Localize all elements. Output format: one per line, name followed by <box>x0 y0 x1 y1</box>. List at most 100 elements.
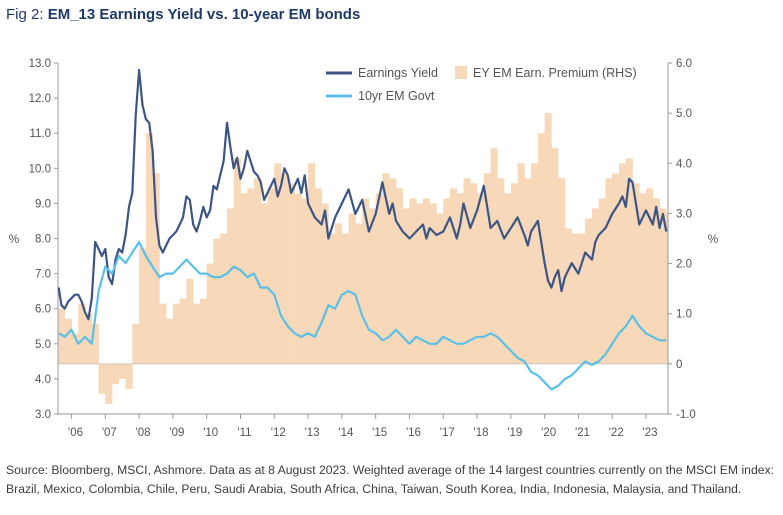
x-tick-label: '19 <box>507 427 522 439</box>
y-left-tick-label: 4.0 <box>35 374 51 386</box>
premium-bar <box>287 183 295 364</box>
premium-bar <box>368 208 376 364</box>
x-tick-label: '21 <box>575 427 590 439</box>
premium-bar <box>652 198 660 364</box>
premium-bar <box>321 203 329 364</box>
premium-bar <box>585 218 593 364</box>
premium-bar <box>341 233 349 364</box>
chart: 3.0 4.0 5.0 6.0 7.0 8.0 9.0 10.0 11.0 12.0 13.0 -1.… <box>9 58 719 439</box>
premium-bar <box>301 198 309 364</box>
premium-bar <box>64 318 72 364</box>
premium-bar <box>213 238 221 364</box>
premium-bar <box>625 158 633 364</box>
premium-bar <box>591 208 600 364</box>
y-right-tick-label: 2.0 <box>676 259 692 271</box>
y-right-tick-label: 1.0 <box>676 309 692 321</box>
premium-bar <box>274 163 282 364</box>
premium-bar <box>544 113 552 364</box>
premium-bar <box>112 363 120 384</box>
premium-bar <box>443 198 451 364</box>
source-note: Source: Bloomberg, MSCI, Ashmore. Data a… <box>6 463 774 496</box>
legend: Earnings Yield EY EM Earn. Premium (RHS)… <box>326 66 637 103</box>
premium-bar <box>308 163 316 364</box>
x-tick-label: '08 <box>136 427 151 439</box>
premium-bar <box>564 228 572 364</box>
x-tick-label: '22 <box>609 427 624 439</box>
premium-bar <box>659 208 667 364</box>
legend-govt-label: 10yr EM Govt <box>358 89 435 103</box>
premium-bar <box>240 193 248 364</box>
y-left-tick-label: 12.0 <box>29 93 51 105</box>
premium-bar <box>335 223 343 364</box>
y-axis-label-left: % <box>9 232 20 246</box>
x-tick-label: '20 <box>541 427 556 439</box>
x-tick-label: '17 <box>440 427 455 439</box>
premium-bar <box>193 303 201 364</box>
premium-bar <box>199 298 207 364</box>
x-tick-label: '06 <box>68 427 83 439</box>
legend-premium-label: EY EM Earn. Premium (RHS) <box>473 66 637 80</box>
premium-bar <box>605 178 613 364</box>
y-left-tick-label: 11.0 <box>29 128 51 140</box>
premium-bar <box>98 363 106 394</box>
premium-bar <box>618 163 627 364</box>
x-tick-label: '09 <box>169 427 184 439</box>
premium-bar <box>179 298 187 364</box>
premium-bar <box>497 178 505 364</box>
premium-bar <box>348 213 356 364</box>
y-right-tick-label: 6.0 <box>676 58 692 70</box>
premium-bar <box>551 148 559 364</box>
premium-bar <box>666 213 669 364</box>
premium-bar <box>456 193 464 364</box>
premium-bar <box>362 198 370 364</box>
legend-earnings-yield-label: Earnings Yield <box>358 66 438 80</box>
legend-premium-swatch <box>455 66 467 79</box>
axis-ticks: 3.0 4.0 5.0 6.0 7.0 8.0 9.0 10.0 11.0 12.0 13.0 -1.… <box>29 58 696 439</box>
premium-bar <box>558 178 566 364</box>
premium-bar <box>382 173 390 364</box>
premium-bar <box>375 193 383 364</box>
premium-bar <box>85 313 93 364</box>
premium-bar <box>598 198 606 364</box>
premium-bar <box>206 263 214 364</box>
y-right-tick-label: 5.0 <box>676 108 692 120</box>
premium-bar <box>152 173 160 364</box>
y-left-tick-label: 13.0 <box>29 58 51 70</box>
premium-bar <box>463 178 471 364</box>
y-right-tick-label: 0 <box>676 359 682 371</box>
premium-bar <box>632 183 640 364</box>
x-tick-label: '18 <box>474 427 489 439</box>
premium-bar <box>436 213 444 364</box>
premium-bar <box>422 198 431 364</box>
premium-bar <box>314 188 322 364</box>
premium-bar <box>145 133 153 364</box>
figure-title: Fig 2: EM_13 Earnings Yield vs. 10-year … <box>6 6 360 23</box>
premium-bar <box>139 248 147 364</box>
premium-bar <box>267 188 275 364</box>
premium-bar <box>612 173 620 364</box>
y-axis-label-right: % <box>708 232 719 246</box>
x-tick-label: '11 <box>237 427 251 439</box>
premium-bar <box>220 233 228 364</box>
premium-bar <box>510 183 518 364</box>
earnings-yield-line <box>57 68 668 321</box>
premium-bar <box>504 193 512 364</box>
premium-bar <box>646 188 654 364</box>
premium-bar <box>429 203 437 364</box>
govt-10yr-line <box>58 240 667 391</box>
series-lines <box>57 68 668 391</box>
premium-bar <box>159 303 167 364</box>
y-left-tick-label: 7.0 <box>35 269 51 281</box>
premium-bar <box>186 278 194 364</box>
premium-bar <box>105 363 113 404</box>
premium-bar <box>281 173 289 364</box>
premium-bar <box>294 193 302 364</box>
premium-bar <box>78 303 86 364</box>
premium-bar <box>91 323 99 364</box>
x-tick-label: '16 <box>406 427 421 439</box>
x-tick-label: '23 <box>643 427 658 439</box>
premium-bar <box>470 183 478 364</box>
premium-bar <box>524 178 532 364</box>
premium-bar <box>531 163 539 364</box>
premium-bar <box>166 318 174 364</box>
